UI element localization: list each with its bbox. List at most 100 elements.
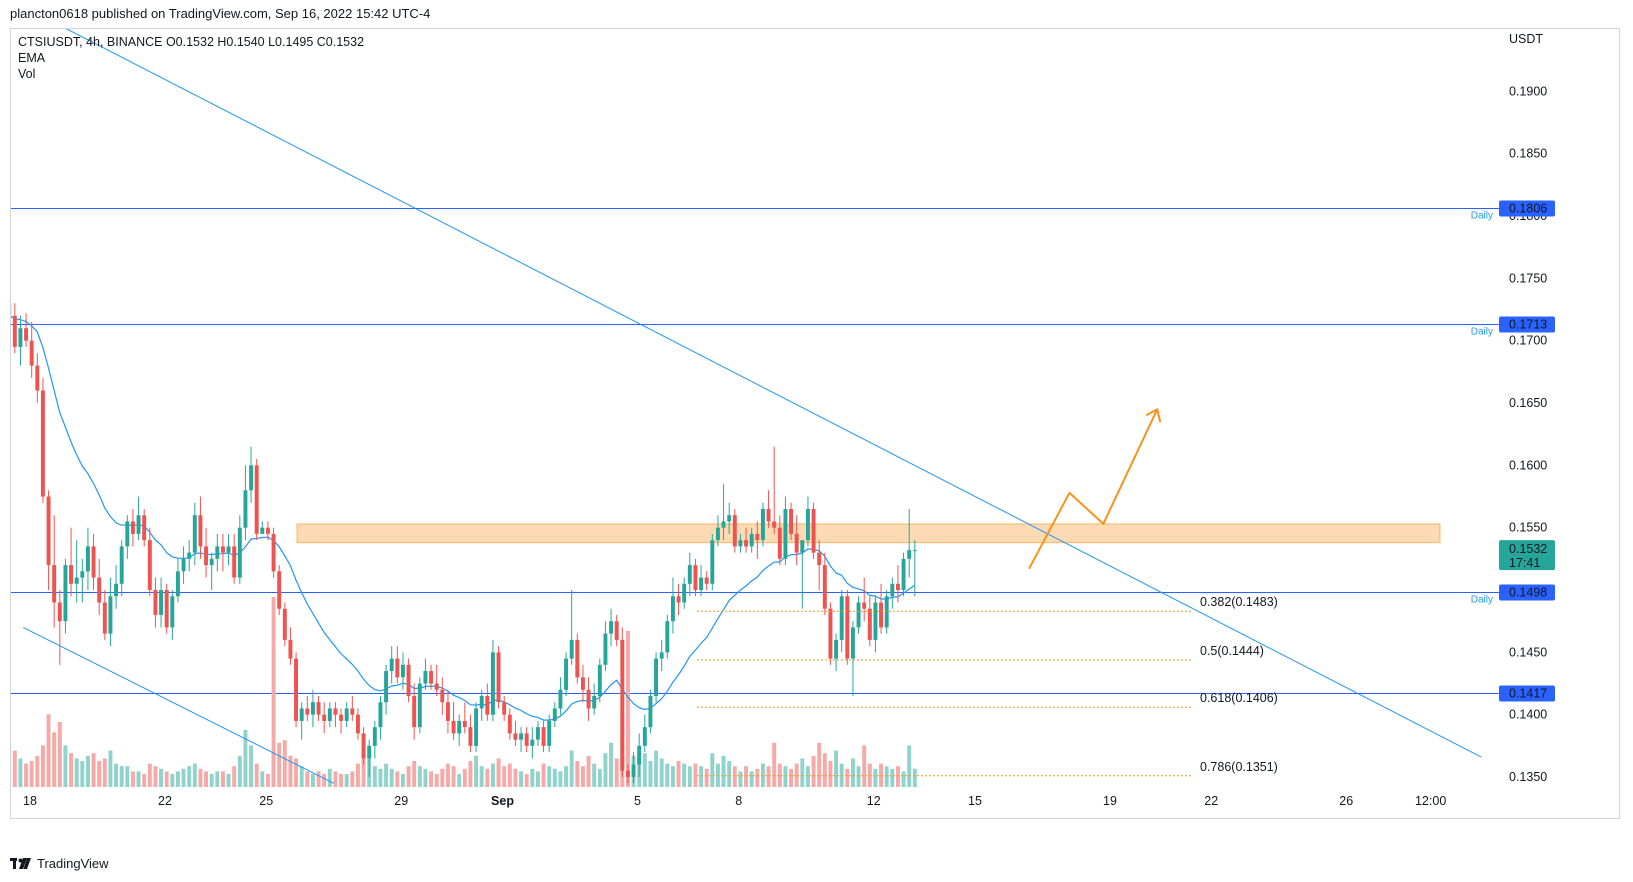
candle-body[interactable] — [192, 515, 197, 553]
candle-body[interactable] — [226, 546, 231, 553]
candle-body[interactable] — [361, 733, 366, 759]
candle-body[interactable] — [457, 720, 462, 734]
candle-body[interactable] — [901, 558, 906, 591]
candle-body[interactable] — [327, 708, 332, 721]
candle-body[interactable] — [552, 708, 557, 721]
candle-body[interactable] — [305, 708, 310, 715]
candle-body[interactable] — [389, 658, 394, 672]
candle-body[interactable] — [355, 714, 360, 734]
candle-body[interactable] — [805, 508, 810, 541]
candle-body[interactable] — [232, 546, 237, 578]
candle-body[interactable] — [243, 490, 248, 528]
candle-body[interactable] — [659, 652, 664, 659]
candle-body[interactable] — [710, 540, 715, 584]
candle-body[interactable] — [344, 708, 349, 721]
candle-body[interactable] — [322, 714, 327, 721]
candle-body[interactable] — [507, 714, 512, 734]
candle-body[interactable] — [316, 702, 321, 715]
candle-body[interactable] — [693, 565, 698, 591]
candle-body[interactable] — [535, 727, 540, 740]
candle-body[interactable] — [879, 602, 884, 628]
candle-body[interactable] — [367, 745, 372, 759]
legend-ema[interactable]: EMA — [18, 51, 46, 65]
candle-body[interactable] — [620, 639, 625, 771]
candle-body[interactable] — [592, 695, 597, 709]
candle-body[interactable] — [91, 546, 96, 578]
candle-body[interactable] — [288, 639, 293, 659]
candle-body[interactable] — [119, 546, 124, 584]
candle-body[interactable] — [749, 533, 754, 547]
candle-body[interactable] — [519, 733, 524, 740]
candle-body[interactable] — [170, 596, 175, 628]
candle-body[interactable] — [384, 671, 389, 703]
candle-body[interactable] — [69, 565, 74, 584]
candle-body[interactable] — [18, 328, 23, 347]
candle-body[interactable] — [412, 695, 417, 728]
candle-body[interactable] — [867, 608, 872, 640]
level-price-tag[interactable] — [1499, 584, 1555, 601]
candle-body[interactable] — [57, 602, 62, 622]
candle-body[interactable] — [265, 527, 270, 534]
candle-body[interactable] — [462, 720, 467, 728]
candle-body[interactable] — [181, 558, 186, 572]
candle-body[interactable] — [204, 546, 209, 566]
candle-body[interactable] — [822, 565, 827, 609]
candle-body[interactable] — [744, 540, 749, 547]
candle-body[interactable] — [676, 596, 681, 603]
candle-body[interactable] — [277, 571, 282, 609]
candle-body[interactable] — [783, 508, 788, 559]
candle-body[interactable] — [147, 540, 152, 591]
candle-body[interactable] — [817, 552, 822, 566]
candle-body[interactable] — [108, 596, 113, 634]
candle-body[interactable] — [85, 546, 90, 572]
candle-body[interactable] — [80, 571, 85, 578]
candle-body[interactable] — [541, 727, 546, 746]
candle-body[interactable] — [35, 365, 40, 391]
candle-body[interactable] — [631, 764, 636, 778]
candle-body[interactable] — [299, 708, 304, 721]
tradingview-brand[interactable]: TradingView — [10, 856, 109, 871]
candle-body[interactable] — [682, 583, 687, 603]
candle-body[interactable] — [97, 577, 102, 603]
candle-body[interactable] — [52, 565, 57, 603]
candle-body[interactable] — [547, 720, 552, 746]
candle-body[interactable] — [209, 558, 214, 566]
candle-body[interactable] — [845, 596, 850, 659]
candle-body[interactable] — [339, 714, 344, 721]
candle-body[interactable] — [215, 546, 220, 559]
candle-body[interactable] — [732, 515, 737, 547]
candle-body[interactable] — [530, 739, 535, 746]
candle-body[interactable] — [468, 727, 473, 746]
candle-body[interactable] — [423, 671, 428, 684]
candle-body[interactable] — [794, 533, 799, 553]
candle-body[interactable] — [282, 608, 287, 640]
candle-body[interactable] — [502, 702, 507, 715]
candle-body[interactable] — [102, 602, 107, 634]
candle-body[interactable] — [417, 683, 422, 728]
candle-body[interactable] — [451, 720, 456, 734]
candle-body[interactable] — [755, 533, 760, 541]
candle-body[interactable] — [524, 733, 529, 746]
candle-body[interactable] — [350, 708, 355, 715]
candle-body[interactable] — [474, 708, 479, 746]
candle-body[interactable] — [479, 695, 484, 709]
candle-body[interactable] — [569, 639, 574, 659]
candle-body[interactable] — [490, 652, 495, 715]
candle-body[interactable] — [496, 652, 501, 703]
candle-body[interactable] — [642, 727, 647, 746]
candle-body[interactable] — [614, 621, 619, 640]
candle-body[interactable] — [828, 608, 833, 659]
candle-body[interactable] — [597, 664, 602, 696]
candle-body[interactable] — [159, 590, 164, 615]
candle-body[interactable] — [895, 583, 900, 591]
candle-body[interactable] — [136, 515, 141, 534]
candle-body[interactable] — [29, 340, 34, 366]
candle-body[interactable] — [254, 465, 259, 534]
candle-body[interactable] — [772, 521, 777, 528]
candle-body[interactable] — [175, 571, 180, 597]
level-price-tag[interactable] — [1499, 200, 1555, 217]
candle-body[interactable] — [12, 315, 17, 347]
candle-body[interactable] — [260, 527, 265, 534]
legend-vol[interactable]: Vol — [18, 67, 36, 81]
